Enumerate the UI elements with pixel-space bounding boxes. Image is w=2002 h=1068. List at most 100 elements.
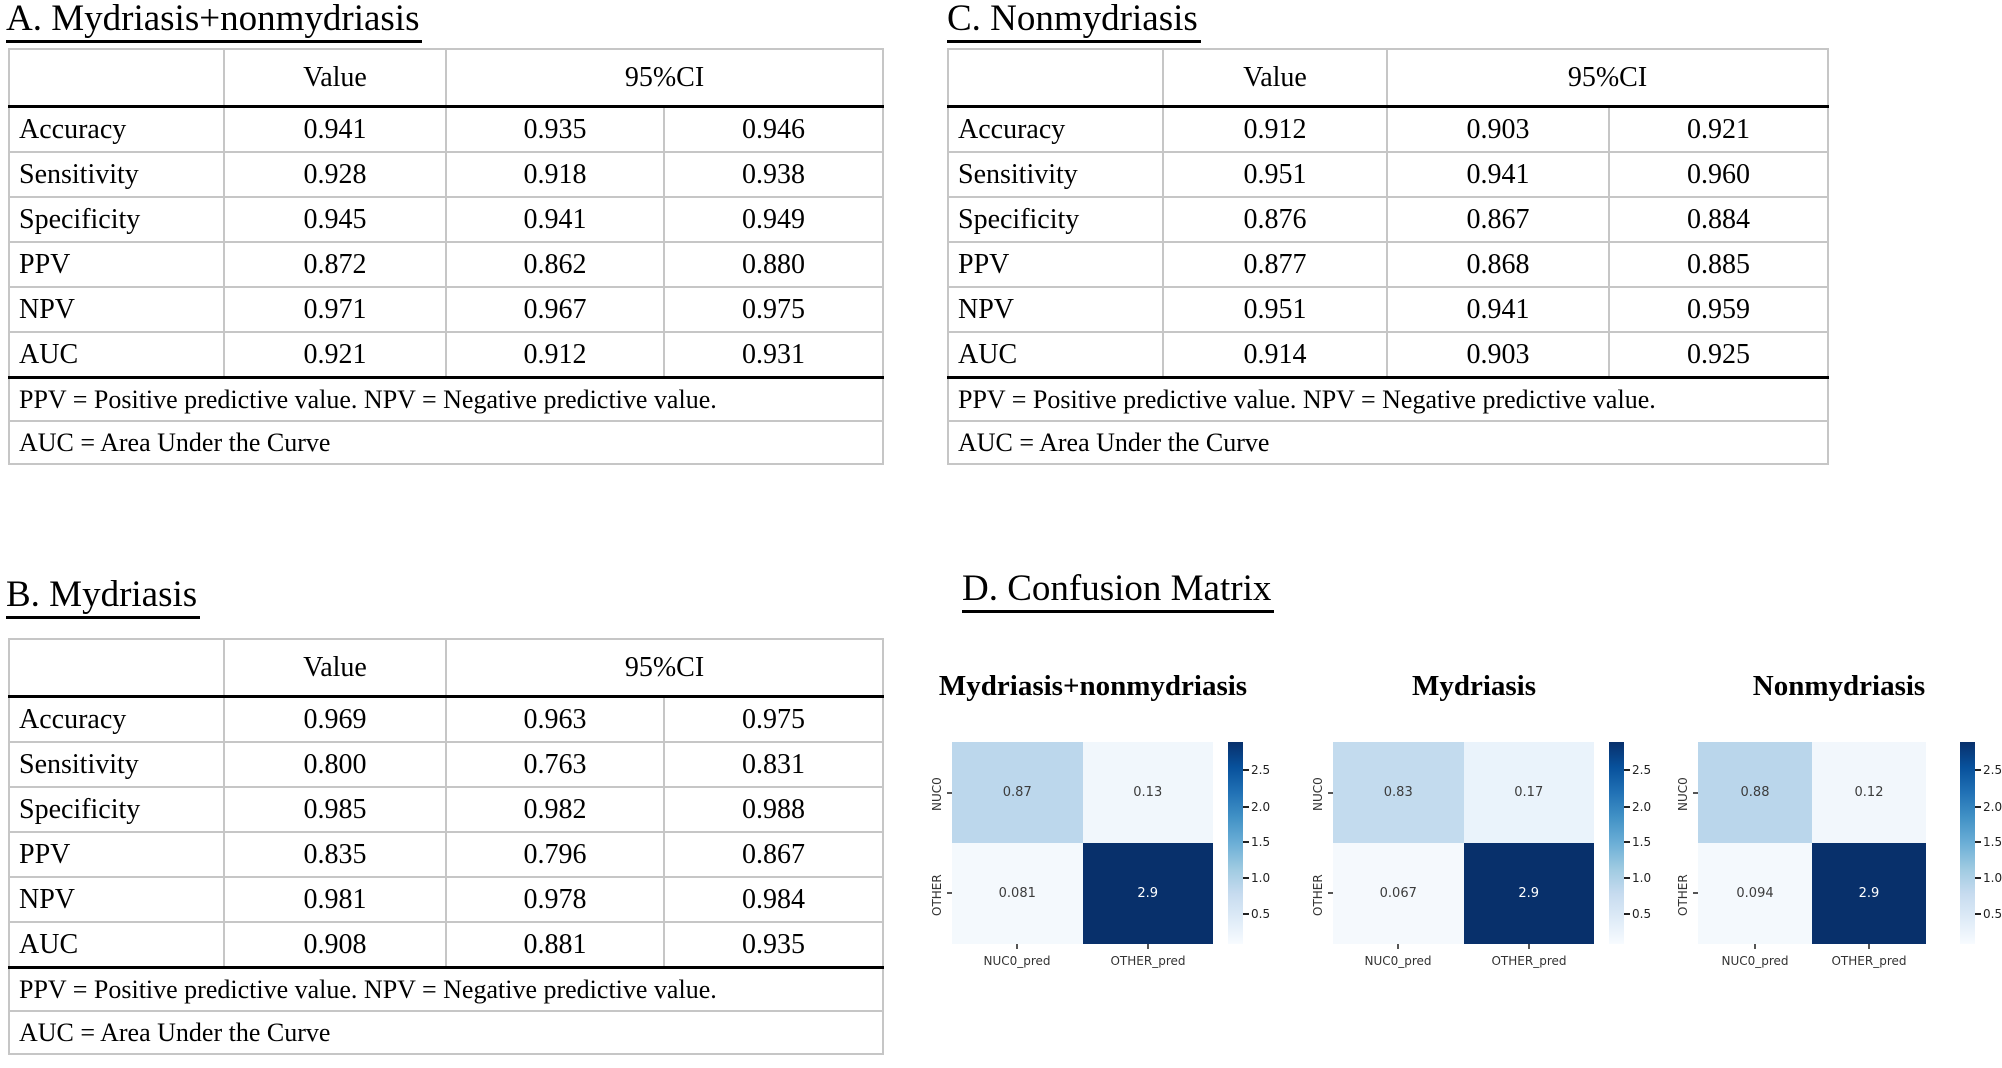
cell-value: 2.9 (1858, 886, 1880, 901)
metric-value: 0.941 (223, 105, 447, 153)
ci-low: 0.941 (445, 196, 665, 243)
metric-row: PPV 0.835 0.796 0.867 (8, 831, 885, 878)
ci-low: 0.982 (445, 786, 665, 833)
ci-high: 0.867 (662, 831, 885, 878)
metric-label: Specificity (947, 196, 1164, 243)
colorbar-tick (1975, 769, 1981, 771)
metric-value: 0.872 (223, 241, 447, 288)
colorbar (1228, 742, 1243, 944)
x-axis-label-other-pred: OTHER_pred (1110, 954, 1186, 968)
axis-tick (1868, 944, 1870, 949)
ci-high: 0.960 (1607, 151, 1830, 198)
y-axis-label-nuc0: NUC0 (1311, 777, 1325, 811)
colorbar-tick-label: 1.0 (1983, 871, 2002, 885)
ci-high: 0.949 (662, 196, 885, 243)
ci-high: 0.984 (662, 876, 885, 923)
metric-value: 0.835 (223, 831, 447, 878)
footnote-row: AUC = Area Under the Curve (7, 420, 885, 465)
ci-high: 0.946 (662, 105, 885, 153)
value-header: Value (1162, 48, 1388, 108)
y-axis-label-nuc0: NUC0 (930, 777, 944, 811)
heatmap-grid: 0.88 0.12 0.094 2.9 (1698, 742, 1926, 944)
table-header-row: Value 95%CI (8, 48, 885, 108)
empty-header-cell (8, 48, 225, 108)
ci-high: 0.931 (662, 331, 885, 379)
cell-value: 0.067 (1379, 886, 1417, 901)
colorbar-tick (1975, 913, 1981, 915)
ci-high: 0.988 (662, 786, 885, 833)
metric-row: Accuracy 0.912 0.903 0.921 (947, 105, 1830, 153)
colorbar-tick-label: 1.0 (1251, 871, 1271, 885)
axis-tick (1397, 944, 1399, 949)
confusion-matrix-nonmydriasis: Nonmydriasis NUC0 OTHER 0.88 0.12 0.094 … (1674, 664, 2002, 999)
colorbar-tick-label: 2.5 (1632, 763, 1652, 777)
heatmap-title: Mydriasis (1411, 670, 1537, 702)
y-axis-label-other: OTHER (1311, 874, 1325, 916)
ci-low: 0.918 (445, 151, 665, 198)
cell-value: 0.081 (998, 886, 1036, 901)
heatmap-grid: 0.87 0.13 0.081 2.9 (952, 742, 1213, 944)
panel-c-title: C. Nonmydriasis (947, 0, 1201, 43)
colorbar-tick-label: 0.5 (1983, 907, 2002, 921)
metric-row: NPV 0.981 0.978 0.984 (8, 876, 885, 923)
x-axis-label-other-pred: OTHER_pred (1831, 954, 1907, 968)
y-axis-label-other: OTHER (1676, 874, 1690, 916)
ci-high: 0.938 (662, 151, 885, 198)
metric-value: 0.912 (1162, 105, 1388, 153)
colorbar-tick (1624, 806, 1630, 808)
metric-label: PPV (947, 241, 1164, 288)
matrix-cell-bl: 0.094 (1698, 843, 1812, 944)
colorbar-tick (1975, 877, 1981, 879)
panel-d-title: D. Confusion Matrix (962, 570, 1275, 613)
footnote-ppv-npv: PPV = Positive predictive value. NPV = N… (946, 376, 1830, 422)
matrix-cell-tl: 0.88 (1698, 742, 1812, 843)
cell-value: 0.17 (1514, 785, 1544, 800)
ci-low: 0.912 (445, 331, 665, 379)
colorbar-tick-label: 2.5 (1983, 763, 2002, 777)
ci-header: 95%CI (444, 48, 885, 108)
value-header: Value (223, 638, 447, 698)
cell-value: 0.88 (1740, 785, 1770, 800)
ci-high: 0.885 (1607, 241, 1830, 288)
colorbar-tick (1243, 841, 1249, 843)
axis-tick (1328, 892, 1333, 894)
matrix-cell-tl: 0.83 (1333, 742, 1464, 843)
metric-row: Accuracy 0.969 0.963 0.975 (8, 695, 885, 743)
footnote-row: AUC = Area Under the Curve (946, 420, 1830, 465)
colorbar-tick-label: 2.0 (1251, 800, 1271, 814)
confusion-matrix-mydriasis-nonmydriasis: Mydriasis+nonmydriasis NUC0 OTHER 0.87 0… (928, 664, 1298, 999)
colorbar-tick-label: 0.5 (1632, 907, 1652, 921)
colorbar-tick (1243, 877, 1249, 879)
x-axis-label-other-pred: OTHER_pred (1491, 954, 1567, 968)
colorbar-tick (1624, 841, 1630, 843)
axis-tick (1328, 792, 1333, 794)
metric-value: 0.928 (223, 151, 447, 198)
axis-tick (1528, 944, 1530, 949)
ci-low: 0.967 (445, 286, 665, 333)
metric-value: 0.969 (223, 695, 447, 743)
metric-value: 0.876 (1162, 196, 1388, 243)
colorbar-tick (1243, 769, 1249, 771)
matrix-cell-tr: 0.13 (1082, 742, 1213, 843)
metric-row: Sensitivity 0.951 0.941 0.960 (947, 151, 1830, 198)
heatmap-title: Nonmydriasis (1752, 670, 1926, 702)
axis-tick (1693, 792, 1698, 794)
metric-row: PPV 0.877 0.868 0.885 (947, 241, 1830, 288)
ci-low: 0.903 (1386, 105, 1610, 153)
axis-tick (1016, 944, 1018, 949)
metric-value: 0.800 (223, 741, 447, 788)
metric-value: 0.921 (223, 331, 447, 379)
metric-value: 0.985 (223, 786, 447, 833)
ci-low: 0.963 (445, 695, 665, 743)
colorbar (1609, 742, 1624, 944)
ci-low: 0.867 (1386, 196, 1610, 243)
ci-header: 95%CI (444, 638, 885, 698)
metric-value: 0.877 (1162, 241, 1388, 288)
colorbar-tick-label: 1.5 (1251, 835, 1271, 849)
colorbar-tick (1975, 841, 1981, 843)
y-axis-label-nuc0: NUC0 (1676, 777, 1690, 811)
table-mydriasis: Value 95%CI Accuracy 0.969 0.963 0.975 S… (7, 638, 885, 1055)
colorbar-tick-label: 2.0 (1632, 800, 1652, 814)
heatmap-grid: 0.83 0.17 0.067 2.9 (1333, 742, 1594, 944)
